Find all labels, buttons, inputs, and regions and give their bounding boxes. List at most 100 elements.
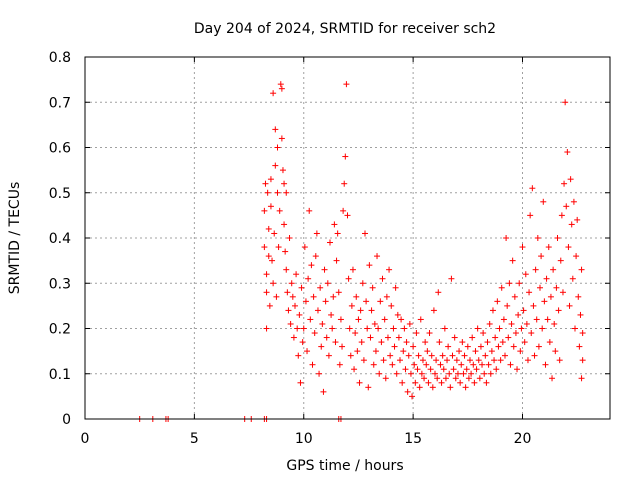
scatter-point bbox=[275, 244, 282, 251]
scatter-point bbox=[360, 357, 367, 364]
scatter-point bbox=[418, 370, 425, 377]
scatter-point bbox=[358, 339, 365, 346]
x-tick-label: 15 bbox=[404, 431, 422, 447]
scatter-point bbox=[363, 298, 370, 305]
scatter-point bbox=[379, 275, 386, 282]
scatter-point bbox=[439, 352, 446, 359]
scatter-point bbox=[446, 370, 453, 377]
scatter-point bbox=[296, 311, 303, 318]
scatter-point bbox=[510, 343, 517, 350]
scatter-point bbox=[367, 334, 374, 341]
scatter-point bbox=[331, 221, 338, 228]
scatter-point bbox=[346, 325, 353, 332]
scatter-point bbox=[564, 149, 571, 156]
scatter-point bbox=[514, 366, 521, 373]
scatter-point bbox=[524, 357, 531, 364]
scatter-point bbox=[287, 320, 294, 327]
scatter-point bbox=[468, 370, 475, 377]
scatter-point bbox=[530, 302, 537, 309]
scatter-point bbox=[492, 334, 499, 341]
scatter-point bbox=[550, 266, 557, 273]
scatter-point bbox=[448, 275, 455, 282]
scatter-point bbox=[518, 325, 525, 332]
scatter-point bbox=[507, 361, 514, 368]
scatter-point bbox=[480, 330, 487, 337]
scatter-point bbox=[516, 280, 523, 287]
scatter-point bbox=[496, 325, 503, 332]
scatter-point bbox=[285, 307, 292, 314]
scatter-point bbox=[390, 325, 397, 332]
scatter-point bbox=[538, 253, 545, 260]
scatter-point bbox=[534, 235, 541, 241]
scatter-point bbox=[317, 284, 324, 291]
scatter-point bbox=[512, 330, 519, 337]
scatter-point bbox=[270, 90, 277, 97]
scatter-point bbox=[576, 343, 583, 350]
scatter-point bbox=[409, 393, 416, 400]
scatter-point bbox=[278, 85, 285, 92]
scatter-point bbox=[316, 370, 323, 377]
scatter-point bbox=[374, 253, 381, 260]
scatter-point bbox=[282, 248, 289, 255]
scatter-point bbox=[537, 284, 543, 291]
scatter-point bbox=[397, 357, 403, 364]
scatter-point bbox=[392, 284, 399, 291]
scatter-point bbox=[333, 257, 340, 264]
scatter-point bbox=[266, 302, 273, 309]
scatter-point bbox=[382, 375, 389, 382]
scatter-point bbox=[401, 325, 408, 332]
scatter-point bbox=[459, 339, 466, 346]
scatter-point bbox=[267, 176, 274, 183]
scatter-point bbox=[388, 302, 395, 309]
scatter-point bbox=[384, 334, 391, 341]
scatter-point bbox=[449, 352, 456, 359]
scatter-point bbox=[434, 375, 441, 382]
scatter-point bbox=[442, 375, 449, 382]
scatter-point bbox=[517, 348, 524, 355]
scatter-point bbox=[457, 379, 464, 386]
y-tick-label: 0.6 bbox=[49, 141, 71, 157]
scatter-point bbox=[569, 275, 576, 282]
scatter-point bbox=[482, 352, 489, 359]
scatter-point bbox=[369, 284, 376, 291]
scatter-point bbox=[345, 275, 352, 282]
scatter-point bbox=[263, 289, 270, 296]
scatter-point bbox=[579, 330, 586, 337]
y-tick-label: 0.3 bbox=[49, 276, 71, 292]
y-tick-label: 0.2 bbox=[49, 322, 71, 338]
scatter-point bbox=[274, 144, 281, 151]
scatter-point bbox=[540, 198, 547, 205]
scatter-point bbox=[473, 366, 480, 373]
scatter-point bbox=[309, 361, 316, 368]
scatter-point bbox=[366, 262, 373, 269]
scatter-point bbox=[311, 330, 318, 337]
scatter-point bbox=[486, 320, 493, 327]
y-tick-label: 0.1 bbox=[49, 367, 71, 383]
scatter-point bbox=[405, 352, 412, 359]
scatter-point bbox=[432, 370, 438, 377]
scatter-point bbox=[277, 81, 284, 88]
scatter-point bbox=[527, 212, 534, 219]
scatter-point bbox=[378, 339, 385, 346]
scatter-point bbox=[412, 379, 419, 386]
scatter-point bbox=[553, 284, 560, 291]
scatter-point bbox=[558, 212, 565, 219]
scatter-point bbox=[411, 361, 418, 368]
scatter-point bbox=[299, 339, 306, 346]
scatter-point bbox=[438, 379, 445, 386]
scatter-point bbox=[372, 348, 379, 355]
scatter-point bbox=[500, 316, 507, 323]
scatter-point bbox=[381, 316, 388, 323]
scatter-point bbox=[559, 289, 566, 296]
scatter-point bbox=[437, 361, 444, 368]
scatter-point bbox=[320, 388, 327, 395]
scatter-point bbox=[546, 339, 553, 346]
scatter-point bbox=[542, 361, 549, 368]
scatter-point bbox=[307, 316, 314, 323]
scatter-point bbox=[327, 239, 333, 246]
scatter-point bbox=[495, 343, 502, 350]
scatter-point bbox=[261, 244, 268, 251]
scatter-point bbox=[294, 325, 301, 332]
scatter-point bbox=[263, 325, 270, 332]
scatter-point bbox=[377, 298, 384, 305]
